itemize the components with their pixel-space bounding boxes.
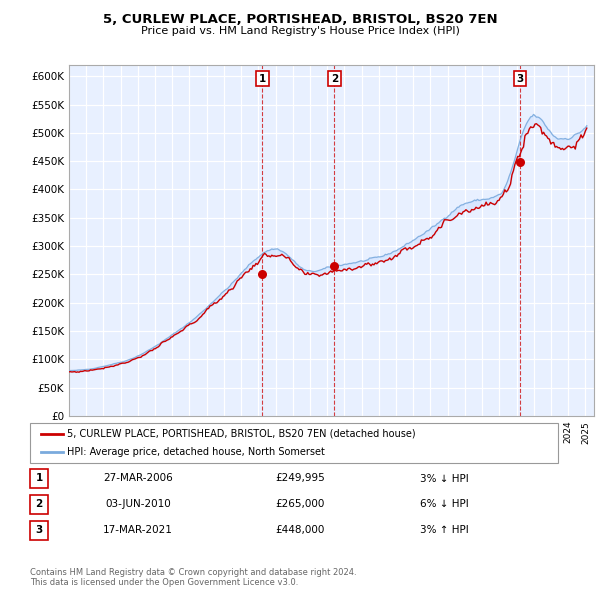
Text: 17-MAR-2021: 17-MAR-2021 <box>103 526 173 535</box>
Text: 3: 3 <box>517 74 524 84</box>
Text: Price paid vs. HM Land Registry's House Price Index (HPI): Price paid vs. HM Land Registry's House … <box>140 26 460 36</box>
Text: 1: 1 <box>259 74 266 84</box>
Text: 5, CURLEW PLACE, PORTISHEAD, BRISTOL, BS20 7EN (detached house): 5, CURLEW PLACE, PORTISHEAD, BRISTOL, BS… <box>67 429 416 439</box>
Text: 6% ↓ HPI: 6% ↓ HPI <box>420 500 469 509</box>
Text: 27-MAR-2006: 27-MAR-2006 <box>103 474 173 483</box>
Text: £249,995: £249,995 <box>275 474 325 483</box>
Text: HPI: Average price, detached house, North Somerset: HPI: Average price, detached house, Nort… <box>67 447 325 457</box>
Text: 03-JUN-2010: 03-JUN-2010 <box>105 500 171 509</box>
Text: £448,000: £448,000 <box>275 526 325 535</box>
Text: 3: 3 <box>35 526 43 535</box>
Text: 1: 1 <box>35 474 43 483</box>
Text: 2: 2 <box>331 74 338 84</box>
Text: 3% ↓ HPI: 3% ↓ HPI <box>420 474 469 483</box>
Text: £265,000: £265,000 <box>275 500 325 509</box>
Text: 3% ↑ HPI: 3% ↑ HPI <box>420 526 469 535</box>
Text: 5, CURLEW PLACE, PORTISHEAD, BRISTOL, BS20 7EN: 5, CURLEW PLACE, PORTISHEAD, BRISTOL, BS… <box>103 13 497 26</box>
Text: Contains HM Land Registry data © Crown copyright and database right 2024.
This d: Contains HM Land Registry data © Crown c… <box>30 568 356 587</box>
Text: 2: 2 <box>35 500 43 509</box>
